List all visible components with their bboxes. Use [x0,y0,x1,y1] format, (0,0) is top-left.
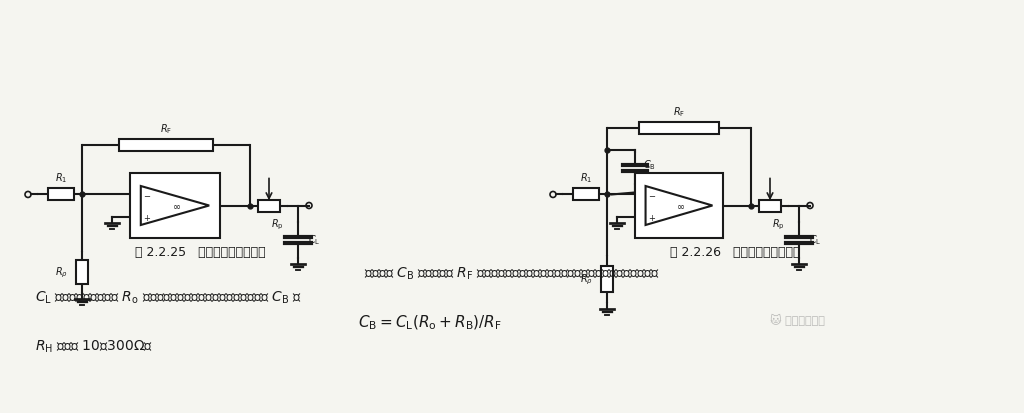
Text: $C_\mathrm{L}$ 与集成运放输出电阻 $R_\mathrm{o}$ 构成的新极点，从而消除自激。补偿电容 $C_\mathrm{B}$ 为: $C_\mathrm{L}$ 与集成运放输出电阻 $R_\mathrm{o}$ … [35,289,302,306]
Text: 图 2.2.26   大容性负载补偿电路: 图 2.2.26 大容性负载补偿电路 [670,245,800,259]
Text: $\infty$: $\infty$ [172,201,181,211]
Text: $-$: $-$ [143,190,152,199]
Text: $C_\mathrm{L}$: $C_\mathrm{L}$ [809,233,821,247]
Text: $R_\mathrm{H}$ 取值为 10～300Ω。: $R_\mathrm{H}$ 取值为 10～300Ω。 [35,338,153,354]
Text: $R_\mathrm{1}$: $R_\mathrm{1}$ [580,171,592,185]
Bar [119,140,213,152]
Text: $-$: $-$ [647,190,655,199]
Text: $R_\mathrm{p}$: $R_\mathrm{p}$ [772,217,784,231]
Text: $R_\mathrm{F}$: $R_\mathrm{F}$ [160,122,172,136]
Text: $C_\mathrm{L}$: $C_\mathrm{L}$ [308,233,321,247]
Text: $C_\mathrm{B}=C_\mathrm{L}(R_\mathrm{o}+R_\mathrm{B})/R_\mathrm{F}$: $C_\mathrm{B}=C_\mathrm{L}(R_\mathrm{o}+… [358,313,502,332]
Text: $R_\mathrm{1}$: $R_\mathrm{1}$ [55,171,68,185]
Bar [572,189,599,201]
Bar [635,173,723,238]
Text: $R_\mathrm{F}$: $R_\mathrm{F}$ [673,105,685,119]
Text: 图 2.2.25   小容性负载补偿电路: 图 2.2.25 小容性负载补偿电路 [135,245,265,259]
Bar [47,189,75,201]
Text: $\infty$: $\infty$ [676,201,685,211]
Bar [760,200,780,212]
Bar [639,123,719,135]
Bar [76,261,88,284]
Bar [258,200,280,212]
Text: $R_\rho$: $R_\rho$ [55,265,68,280]
Text: 🐱 电子工程专辑: 🐱 电子工程专辑 [770,313,825,325]
Text: $C_\mathrm{B}$: $C_\mathrm{B}$ [643,158,656,172]
Bar [130,173,220,238]
Text: $+$: $+$ [143,213,151,223]
Text: 补偿电容 $C_\mathrm{B}$ 与反馈电阻 $R_\mathrm{F}$ 构成超前补偿网络，形成新的零点。新的零点抵消容性负载: 补偿电容 $C_\mathrm{B}$ 与反馈电阻 $R_\mathrm{F}$… [365,266,659,282]
Text: $R_\mathrm{p}$: $R_\mathrm{p}$ [271,217,284,231]
Text: $+$: $+$ [647,213,655,223]
Text: $R_\rho$: $R_\rho$ [580,272,593,287]
Bar [601,266,613,293]
